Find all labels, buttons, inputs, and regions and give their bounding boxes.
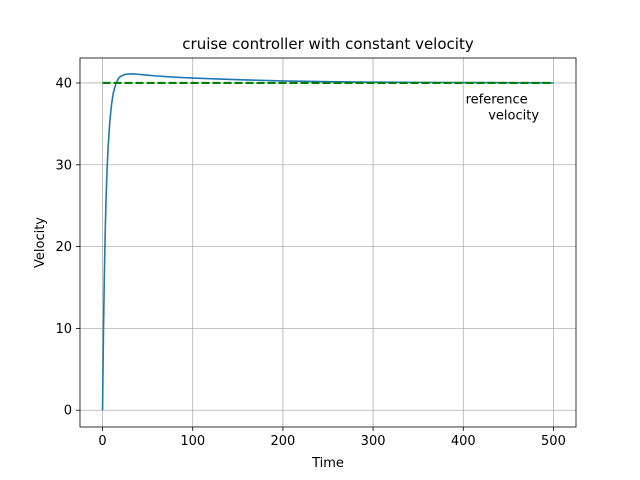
annotation-text: reference velocity	[466, 92, 540, 123]
y-tick-label: 20	[55, 240, 72, 255]
x-tick-label: 500	[541, 434, 566, 449]
x-tick-label: 400	[451, 434, 476, 449]
annotation-layer: reference velocity	[466, 92, 540, 123]
y-tick-label: 30	[55, 158, 72, 173]
x-tick-label: 100	[180, 434, 205, 449]
x-axis-label: Time	[311, 456, 344, 471]
ticks: 0 100 200 300 400 500 0 10 20 30 40	[55, 76, 565, 449]
plot-frame	[79, 57, 577, 428]
y-axis-label: Velocity	[33, 217, 48, 268]
chart-title: cruise controller with constant velocity	[182, 35, 474, 53]
x-tick-label: 300	[361, 434, 386, 449]
x-tick-label: 200	[270, 434, 295, 449]
y-tick-label: 40	[55, 76, 72, 91]
y-tick-label: 10	[55, 322, 72, 337]
velocity-line	[101, 73, 554, 411]
y-tick-label: 0	[64, 404, 72, 419]
series-layer	[101, 73, 554, 411]
x-tick-label: 0	[98, 434, 106, 449]
